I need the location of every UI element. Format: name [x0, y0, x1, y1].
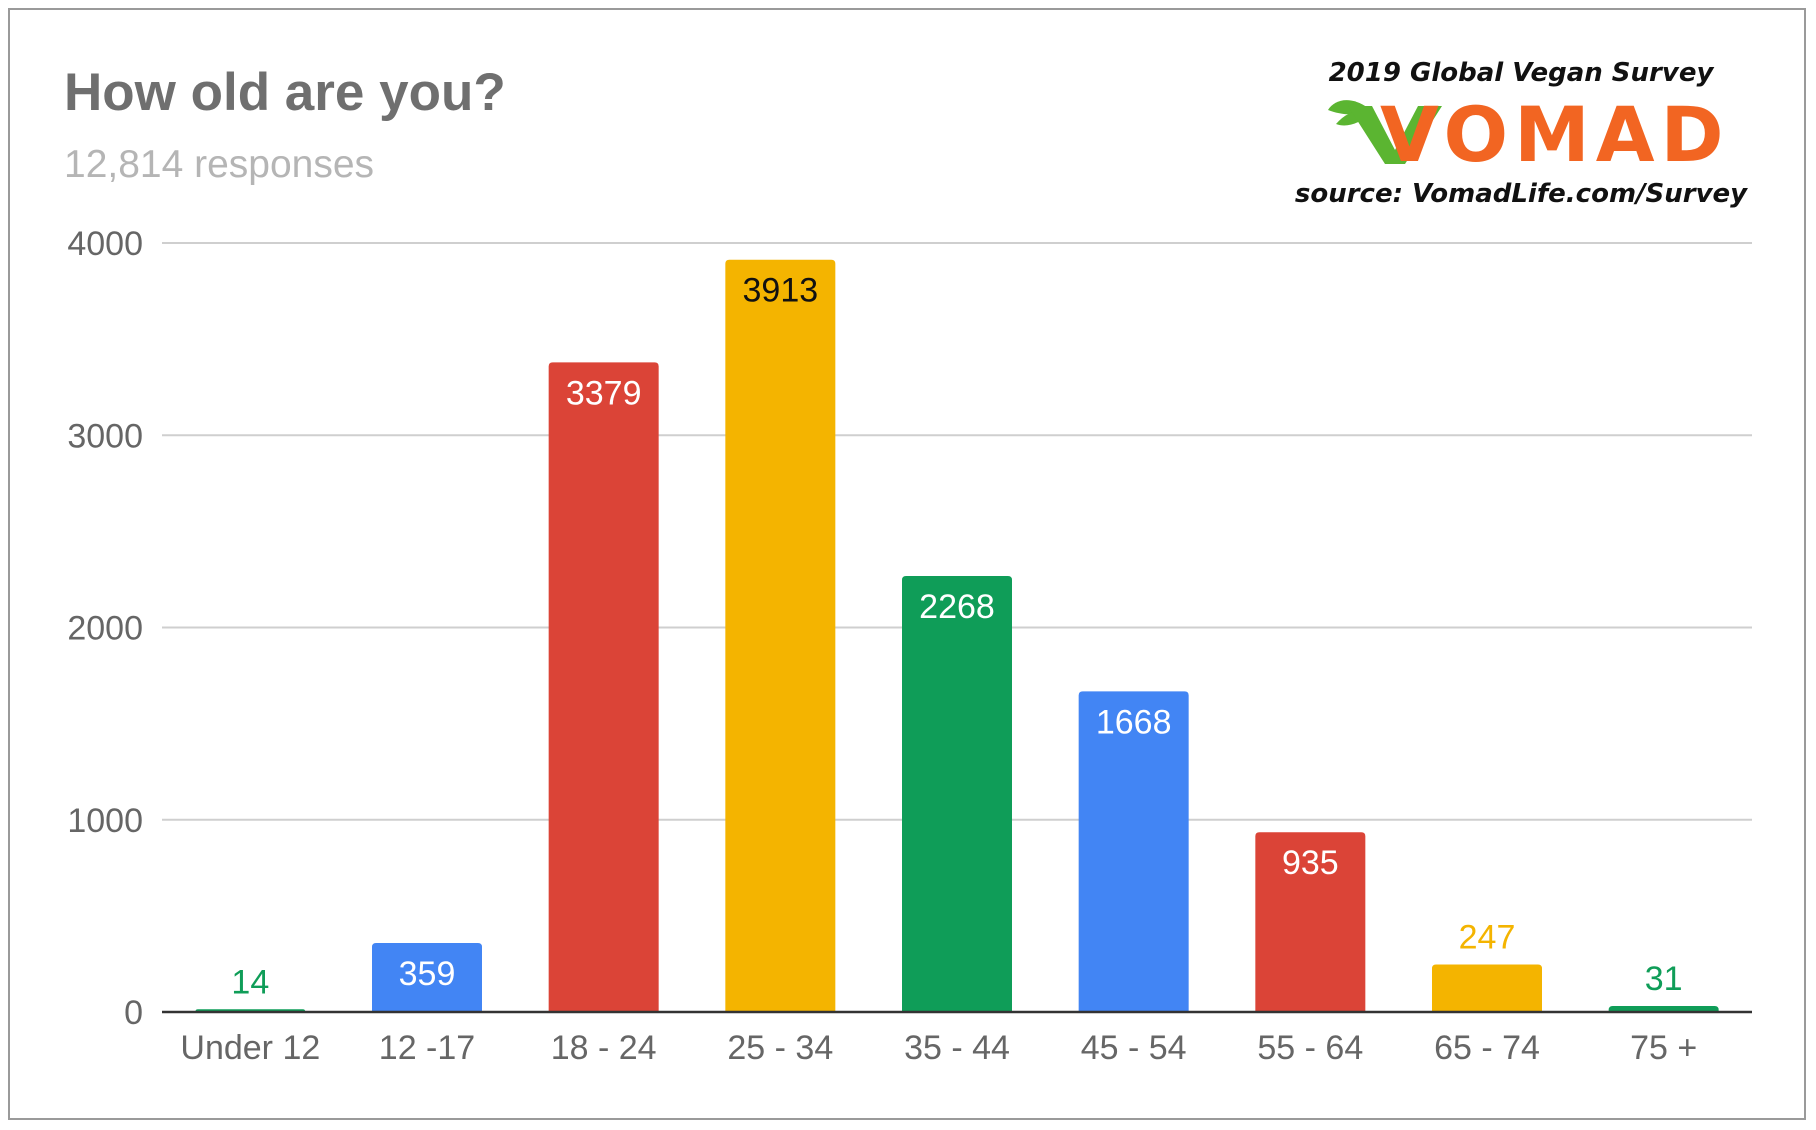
- x-tick-label: 35 - 44: [904, 1029, 1010, 1067]
- y-tick-label: 2000: [67, 610, 143, 648]
- vomad-branding: 2019 Global Vegan Survey VOMAD source: V…: [1295, 58, 1748, 209]
- bar-data-label: 3913: [743, 272, 819, 310]
- logo-v-shape: [1348, 106, 1442, 164]
- source-text: source: VomadLife.com/Survey: [1295, 179, 1748, 209]
- y-tick-label: 1000: [67, 802, 143, 840]
- bar: [725, 259, 836, 1013]
- bar: [548, 362, 659, 1013]
- y-tick-label: 3000: [67, 417, 143, 455]
- y-axis-ticks: 0 1000 2000 3000 4000: [67, 225, 143, 1032]
- chart-subtitle: 12,814 responses: [64, 143, 374, 186]
- x-tick-label: 12 -17: [379, 1029, 475, 1067]
- bar-data-label: 359: [399, 955, 456, 993]
- bar: [1432, 964, 1542, 1012]
- bars: [195, 259, 1719, 1013]
- y-tick-label: 4000: [67, 225, 143, 263]
- bar: [1255, 832, 1366, 1012]
- bar-data-label: 2268: [919, 588, 995, 626]
- logo-text: VOMAD: [1380, 90, 1730, 179]
- bar: [372, 942, 482, 1012]
- x-tick-label: 18 - 24: [551, 1029, 657, 1067]
- bar: [902, 575, 1012, 1012]
- survey-name: 2019 Global Vegan Survey: [1329, 58, 1715, 88]
- bar-data-label: 935: [1282, 844, 1339, 882]
- data-labels: 14 359 3379 3913 2268 1668 935 247 31: [231, 272, 1682, 1002]
- x-axis-ticks: Under 12 12 -17 18 - 24 25 - 34 35 - 44 45 - …: [180, 1029, 1697, 1067]
- x-tick-label: Under 12: [180, 1029, 320, 1067]
- x-tick-label: 65 - 74: [1434, 1029, 1540, 1067]
- bar: [1078, 691, 1189, 1012]
- vomad-logo: VOMAD: [1328, 90, 1730, 179]
- bar-data-label: 247: [1459, 919, 1516, 957]
- x-tick-label: 45 - 54: [1081, 1029, 1187, 1067]
- x-tick-label: 25 - 34: [727, 1029, 833, 1067]
- x-tick-label: 55 - 64: [1257, 1029, 1363, 1067]
- bar-data-label: 1668: [1096, 703, 1172, 741]
- y-tick-label: 0: [124, 994, 143, 1032]
- bar-data-label: 14: [231, 963, 269, 1001]
- bar-data-label: 31: [1645, 960, 1683, 998]
- chart-title: How old are you?: [64, 63, 506, 122]
- bar-data-label: 3379: [566, 374, 642, 412]
- x-tick-label: 75 +: [1630, 1029, 1697, 1067]
- bar: [1608, 1006, 1719, 1012]
